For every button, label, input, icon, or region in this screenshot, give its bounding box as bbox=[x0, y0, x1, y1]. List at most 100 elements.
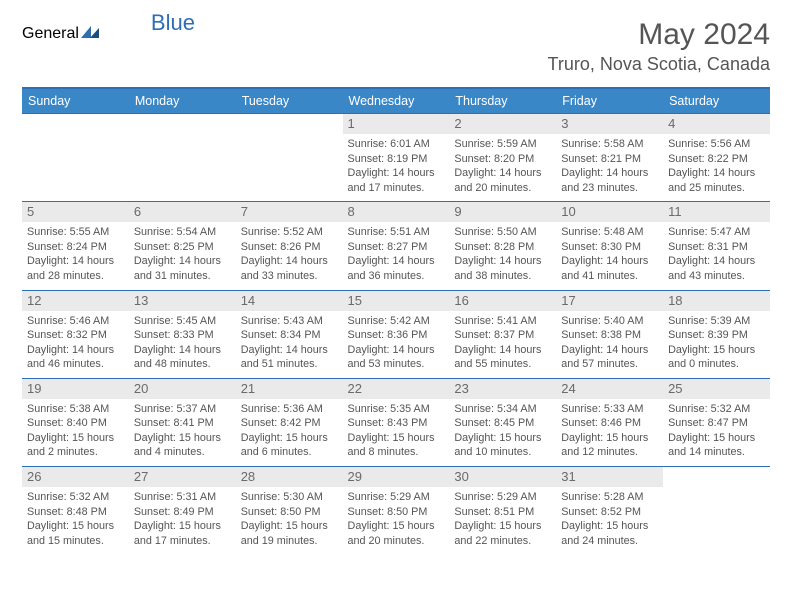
calendar-cell: 22Sunrise: 5:35 AMSunset: 8:43 PMDayligh… bbox=[343, 378, 450, 466]
day-number: 6 bbox=[129, 202, 236, 222]
calendar-cell: 3 Sunrise: 5:58 AMSunset: 8:21 PMDaylight… bbox=[556, 114, 663, 202]
calendar-cell bbox=[129, 114, 236, 202]
calendar-cell bbox=[236, 114, 343, 202]
day-number: 27 bbox=[129, 467, 236, 487]
calendar-cell: 5 Sunrise: 5:55 AMSunset: 8:24 PMDaylight… bbox=[22, 202, 129, 290]
calendar-cell: 9 Sunrise: 5:50 AMSunset: 8:28 PMDaylight… bbox=[449, 202, 556, 290]
calendar-cell: 13 Sunrise: 5:45 AMSunset: 8:33 PMDayligh… bbox=[129, 290, 236, 378]
calendar-cell: 11Sunrise: 5:47 AMSunset: 8:31 PMDayligh… bbox=[663, 202, 770, 290]
day-details: Sunrise: 5:55 AMSunset: 8:24 PMDaylight:… bbox=[27, 225, 124, 283]
calendar-table: SundayMondayTuesdayWednesdayThursdayFrid… bbox=[22, 89, 770, 555]
day-number: 19 bbox=[22, 379, 129, 399]
day-details: Sunrise: 5:29 AMSunset: 8:50 PMDaylight:… bbox=[348, 490, 445, 548]
calendar-cell: 6 Sunrise: 5:54 AMSunset: 8:25 PMDaylight… bbox=[129, 202, 236, 290]
day-number: 18 bbox=[663, 291, 770, 311]
day-number: 16 bbox=[449, 291, 556, 311]
day-details: Sunrise: 5:48 AMSunset: 8:30 PMDaylight:… bbox=[561, 225, 658, 283]
calendar-cell: 26Sunrise: 5:32 AMSunset: 8:48 PMDayligh… bbox=[22, 467, 129, 555]
weekday-header: Saturday bbox=[663, 89, 770, 114]
day-number: 2 bbox=[449, 114, 556, 134]
day-details: Sunrise: 5:30 AMSunset: 8:50 PMDaylight:… bbox=[241, 490, 338, 548]
day-details: Sunrise: 5:31 AMSunset: 8:49 PMDaylight:… bbox=[134, 490, 231, 548]
calendar-cell: 24 Sunrise: 5:33 AMSunset: 8:46 PMDayligh… bbox=[556, 378, 663, 466]
calendar-cell: 27 Sunrise: 5:31 AMSunset: 8:49 PMDayligh… bbox=[129, 467, 236, 555]
day-details: Sunrise: 5:41 AMSunset: 8:37 PMDaylight:… bbox=[454, 314, 551, 372]
day-number: 12 bbox=[22, 291, 129, 311]
calendar-cell: 17 Sunrise: 5:40 AMSunset: 8:38 PMDayligh… bbox=[556, 290, 663, 378]
calendar-cell: 19 Sunrise: 5:38 AMSunset: 8:40 PMDayligh… bbox=[22, 378, 129, 466]
day-number: 21 bbox=[236, 379, 343, 399]
day-number: 10 bbox=[556, 202, 663, 222]
weekday-header: Wednesday bbox=[343, 89, 450, 114]
day-details: Sunrise: 5:50 AMSunset: 8:28 PMDaylight:… bbox=[454, 225, 551, 283]
calendar-cell: 23 Sunrise: 5:34 AMSunset: 8:45 PMDayligh… bbox=[449, 378, 556, 466]
day-details: Sunrise: 5:52 AMSunset: 8:26 PMDaylight:… bbox=[241, 225, 338, 283]
day-details: Sunrise: 5:32 AMSunset: 8:47 PMDaylight:… bbox=[668, 402, 765, 460]
day-number: 3 bbox=[556, 114, 663, 134]
day-number: 20 bbox=[129, 379, 236, 399]
weekday-header: Sunday bbox=[22, 89, 129, 114]
day-number: 8 bbox=[343, 202, 450, 222]
day-number: 14 bbox=[236, 291, 343, 311]
day-number: 9 bbox=[449, 202, 556, 222]
day-number: 31 bbox=[556, 467, 663, 487]
calendar-cell: 2 Sunrise: 5:59 AMSunset: 8:20 PMDaylight… bbox=[449, 114, 556, 202]
calendar-cell: 29 Sunrise: 5:29 AMSunset: 8:50 PMDayligh… bbox=[343, 467, 450, 555]
page-title: May 2024 bbox=[548, 18, 770, 52]
day-details: Sunrise: 5:29 AMSunset: 8:51 PMDaylight:… bbox=[454, 490, 551, 548]
calendar-cell: 16 Sunrise: 5:41 AMSunset: 8:37 PMDayligh… bbox=[449, 290, 556, 378]
day-number: 30 bbox=[449, 467, 556, 487]
day-number: 17 bbox=[556, 291, 663, 311]
day-details: Sunrise: 5:28 AMSunset: 8:52 PMDaylight:… bbox=[561, 490, 658, 548]
day-details: Sunrise: 5:40 AMSunset: 8:38 PMDaylight:… bbox=[561, 314, 658, 372]
day-details: Sunrise: 5:35 AMSunset: 8:43 PMDaylight:… bbox=[348, 402, 445, 460]
calendar-cell: 20 Sunrise: 5:37 AMSunset: 8:41 PMDayligh… bbox=[129, 378, 236, 466]
day-number: 29 bbox=[343, 467, 450, 487]
brand-text-general: General bbox=[22, 25, 79, 43]
weekday-header: Tuesday bbox=[236, 89, 343, 114]
day-details: Sunrise: 5:34 AMSunset: 8:45 PMDaylight:… bbox=[454, 402, 551, 460]
calendar-cell: 14 Sunrise: 5:43 AMSunset: 8:34 PMDayligh… bbox=[236, 290, 343, 378]
day-number: 1 bbox=[343, 114, 450, 134]
calendar-cell bbox=[663, 467, 770, 555]
calendar-cell: 7 Sunrise: 5:52 AMSunset: 8:26 PMDaylight… bbox=[236, 202, 343, 290]
day-number: 24 bbox=[556, 379, 663, 399]
day-number: 26 bbox=[22, 467, 129, 487]
day-details: Sunrise: 5:42 AMSunset: 8:36 PMDaylight:… bbox=[348, 314, 445, 372]
day-number: 25 bbox=[663, 379, 770, 399]
weekday-header: Monday bbox=[129, 89, 236, 114]
day-number: 23 bbox=[449, 379, 556, 399]
day-details: Sunrise: 5:38 AMSunset: 8:40 PMDaylight:… bbox=[27, 402, 124, 460]
calendar-cell bbox=[22, 114, 129, 202]
day-details: Sunrise: 5:43 AMSunset: 8:34 PMDaylight:… bbox=[241, 314, 338, 372]
brand-logo: General Blue bbox=[22, 18, 195, 45]
day-details: Sunrise: 5:37 AMSunset: 8:41 PMDaylight:… bbox=[134, 402, 231, 460]
day-details: Sunrise: 5:58 AMSunset: 8:21 PMDaylight:… bbox=[561, 137, 658, 195]
calendar-cell: 21Sunrise: 5:36 AMSunset: 8:42 PMDayligh… bbox=[236, 378, 343, 466]
day-details: Sunrise: 5:33 AMSunset: 8:46 PMDaylight:… bbox=[561, 402, 658, 460]
calendar-cell: 15 Sunrise: 5:42 AMSunset: 8:36 PMDayligh… bbox=[343, 290, 450, 378]
day-number: 28 bbox=[236, 467, 343, 487]
day-number: 4 bbox=[663, 114, 770, 134]
day-details: Sunrise: 5:51 AMSunset: 8:27 PMDaylight:… bbox=[348, 225, 445, 283]
day-details: Sunrise: 5:56 AMSunset: 8:22 PMDaylight:… bbox=[668, 137, 765, 195]
weekday-header: Thursday bbox=[449, 89, 556, 114]
day-number: 15 bbox=[343, 291, 450, 311]
day-number: 7 bbox=[236, 202, 343, 222]
weekday-header: Friday bbox=[556, 89, 663, 114]
calendar-cell: 31 Sunrise: 5:28 AMSunset: 8:52 PMDayligh… bbox=[556, 467, 663, 555]
calendar-cell: 12Sunrise: 5:46 AMSunset: 8:32 PMDayligh… bbox=[22, 290, 129, 378]
calendar-cell: 8 Sunrise: 5:51 AMSunset: 8:27 PMDaylight… bbox=[343, 202, 450, 290]
calendar-cell: 25 Sunrise: 5:32 AMSunset: 8:47 PMDayligh… bbox=[663, 378, 770, 466]
location-label: Truro, Nova Scotia, Canada bbox=[548, 54, 770, 75]
day-details: Sunrise: 5:45 AMSunset: 8:33 PMDaylight:… bbox=[134, 314, 231, 372]
day-details: Sunrise: 6:01 AMSunset: 8:19 PMDaylight:… bbox=[348, 137, 445, 195]
day-details: Sunrise: 5:54 AMSunset: 8:25 PMDaylight:… bbox=[134, 225, 231, 283]
day-details: Sunrise: 5:59 AMSunset: 8:20 PMDaylight:… bbox=[454, 137, 551, 195]
calendar-cell: 18Sunrise: 5:39 AMSunset: 8:39 PMDayligh… bbox=[663, 290, 770, 378]
day-number: 13 bbox=[129, 291, 236, 311]
brand-mark-icon bbox=[81, 22, 101, 45]
day-number: 5 bbox=[22, 202, 129, 222]
calendar-cell: 4 Sunrise: 5:56 AMSunset: 8:22 PMDaylight… bbox=[663, 114, 770, 202]
calendar-cell: 28 Sunrise: 5:30 AMSunset: 8:50 PMDayligh… bbox=[236, 467, 343, 555]
